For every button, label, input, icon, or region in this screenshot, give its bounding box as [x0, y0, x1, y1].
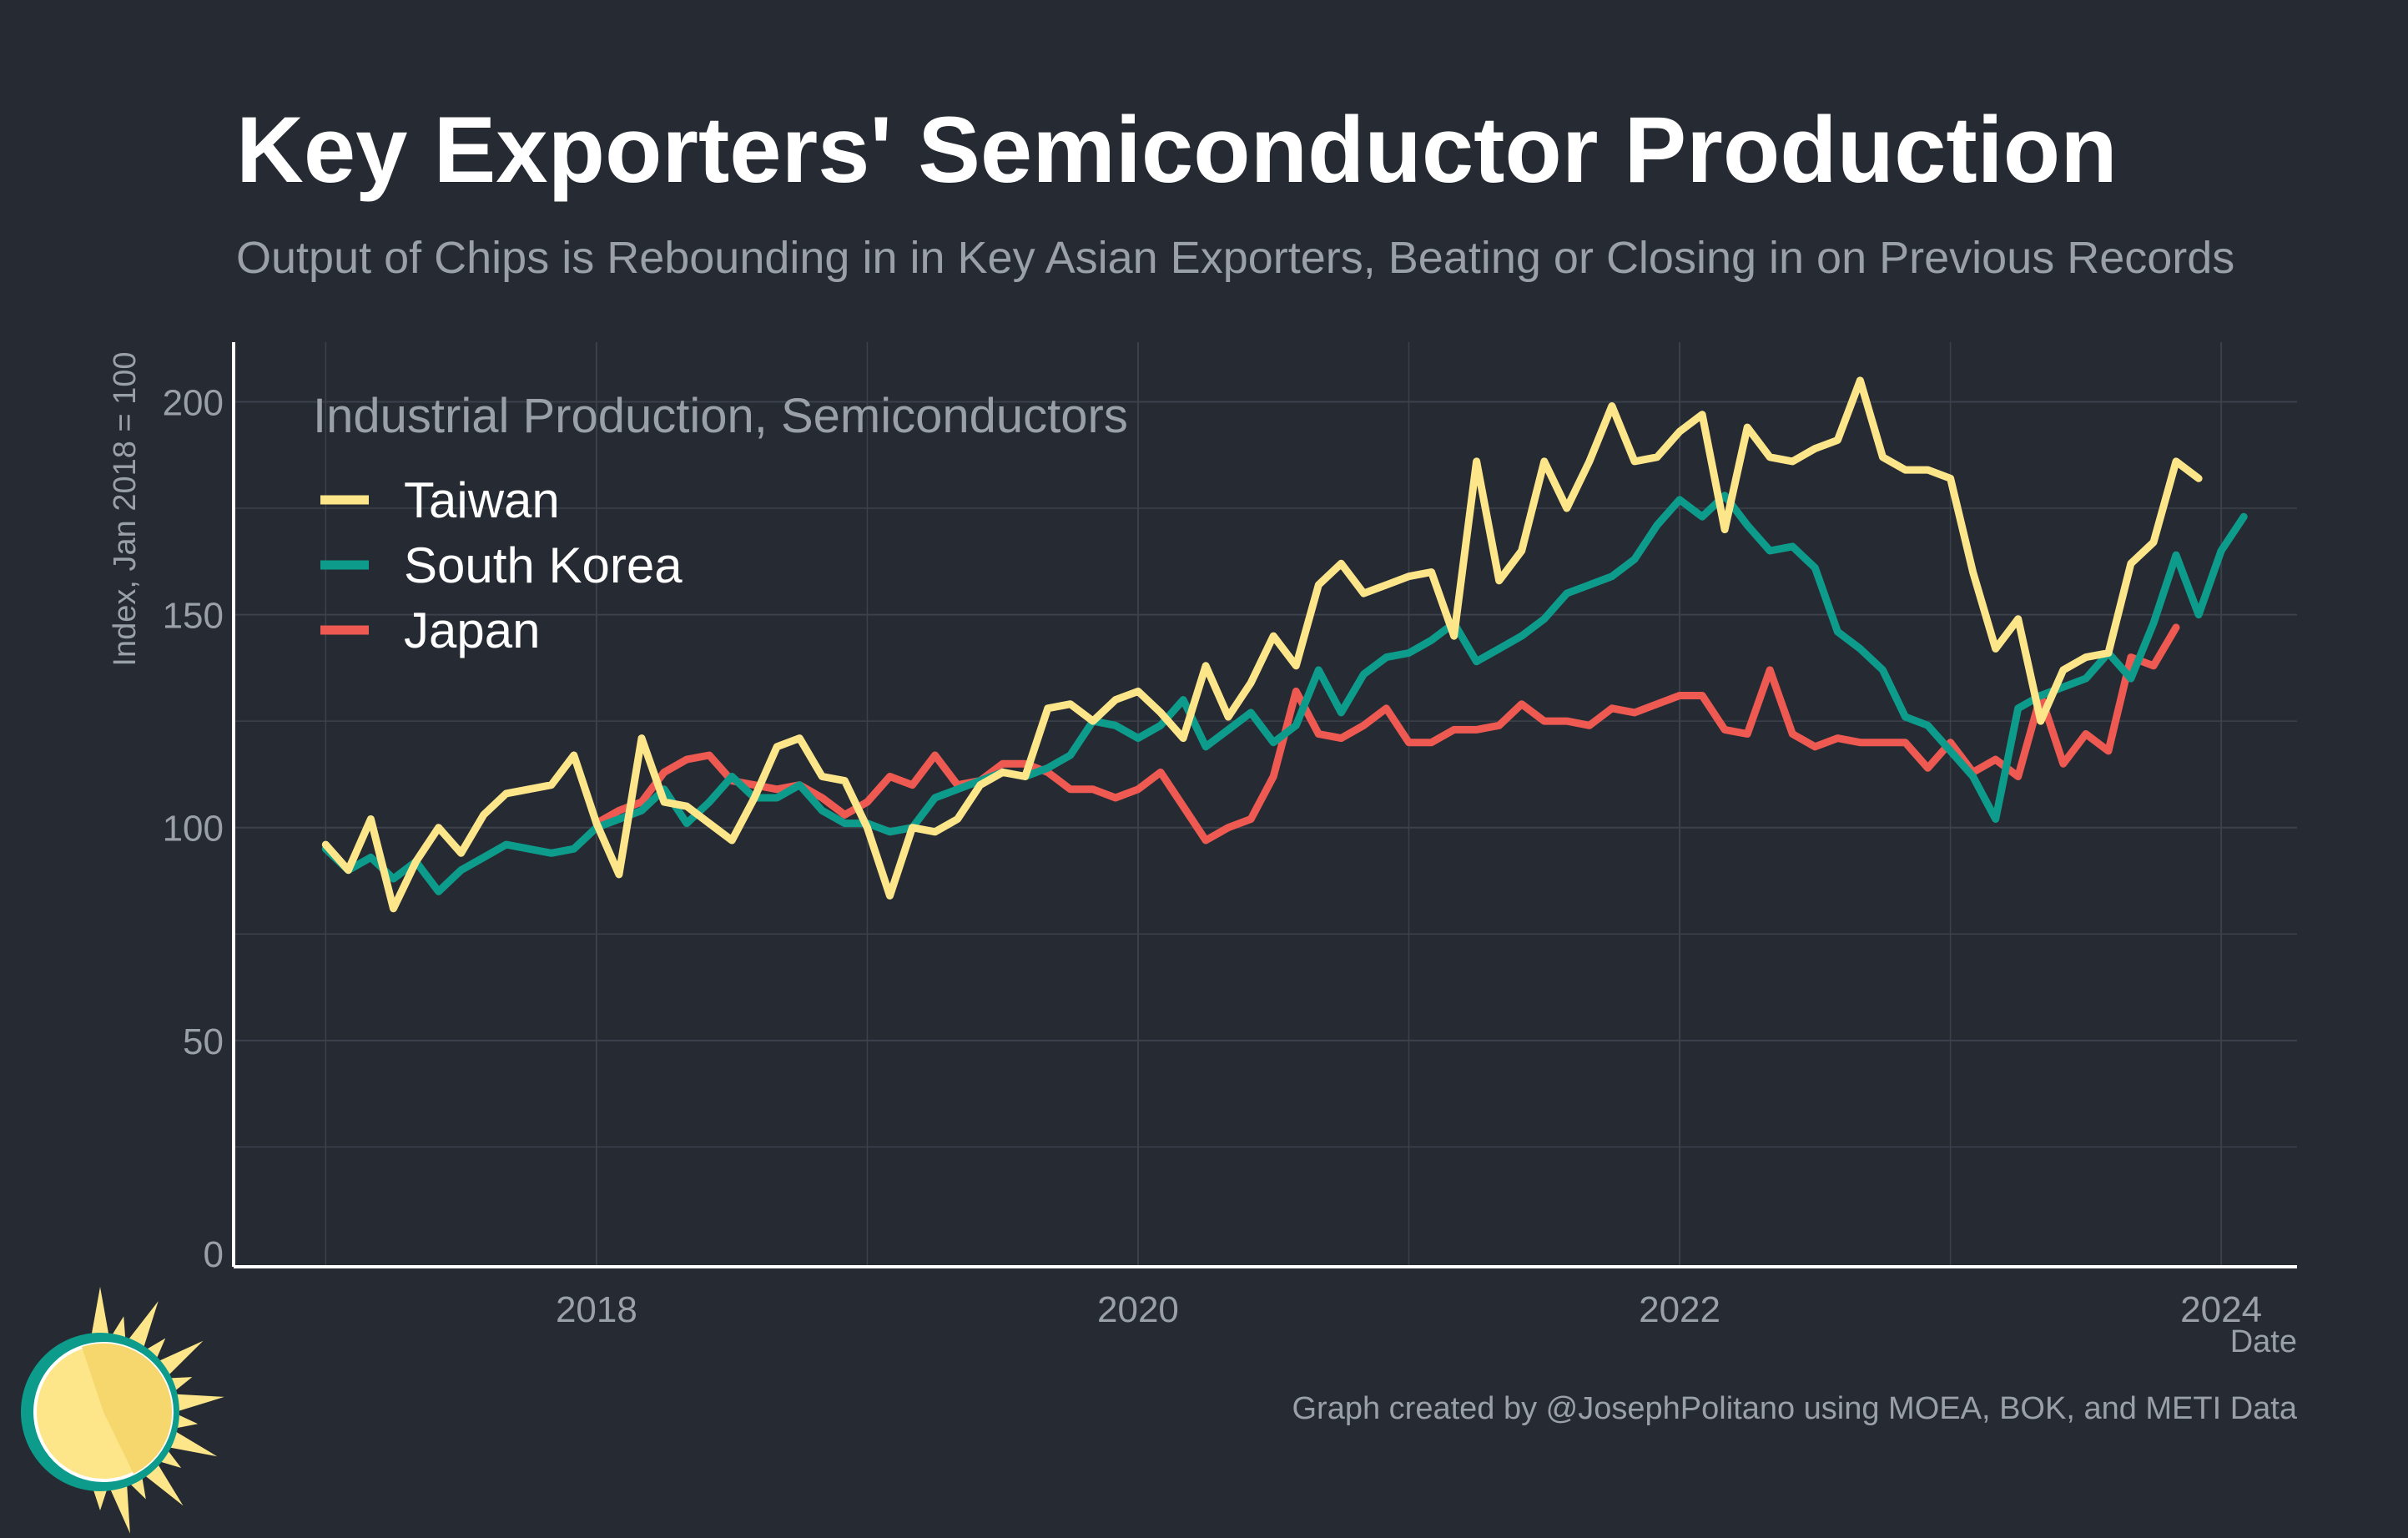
- x-axis-title: Date: [2230, 1324, 2297, 1359]
- source-caption: Graph created by @JosephPolitano using M…: [1292, 1391, 2298, 1426]
- legend-label-taiwan: Taiwan: [404, 472, 560, 528]
- sun-ray: [89, 1287, 111, 1347]
- sun-icon: [21, 1287, 224, 1534]
- x-tick-label: 2024: [2180, 1289, 2262, 1330]
- series-line-taiwan: [321, 376, 2203, 913]
- chart-subtitle: Output of Chips is Rebounding in in Key …: [236, 233, 2234, 283]
- chart-title: Key Exporters' Semiconductor Production: [236, 98, 2118, 202]
- y-tick-label: 200: [163, 382, 224, 423]
- tick-labels: 0 50 100 150 200 2018 2020 2022 2024: [163, 382, 2262, 1330]
- series-line-south-korea: [321, 492, 2248, 895]
- sun-shade: [82, 1343, 173, 1474]
- legend-label-japan: Japan: [404, 603, 540, 658]
- y-tick-label: 100: [163, 809, 224, 850]
- x-tick-label: 2022: [1639, 1289, 1720, 1330]
- y-axis-title: Index, Jan 2018 = 100: [108, 351, 143, 666]
- legend-label-south-korea: South Korea: [404, 537, 683, 593]
- y-tick-label: 150: [163, 596, 224, 637]
- series-lines: [321, 376, 2248, 913]
- y-tick-label: 0: [204, 1234, 224, 1275]
- axes: [232, 342, 2297, 1268]
- legend-title: Industrial Production, Semiconductors: [313, 389, 1128, 443]
- y-tick-label: 50: [183, 1021, 224, 1062]
- x-tick-label: 2018: [556, 1289, 637, 1330]
- x-tick-label: 2020: [1097, 1289, 1179, 1330]
- legend: Industrial Production, Semiconductors Ta…: [313, 389, 1128, 658]
- grid: [234, 342, 2297, 1267]
